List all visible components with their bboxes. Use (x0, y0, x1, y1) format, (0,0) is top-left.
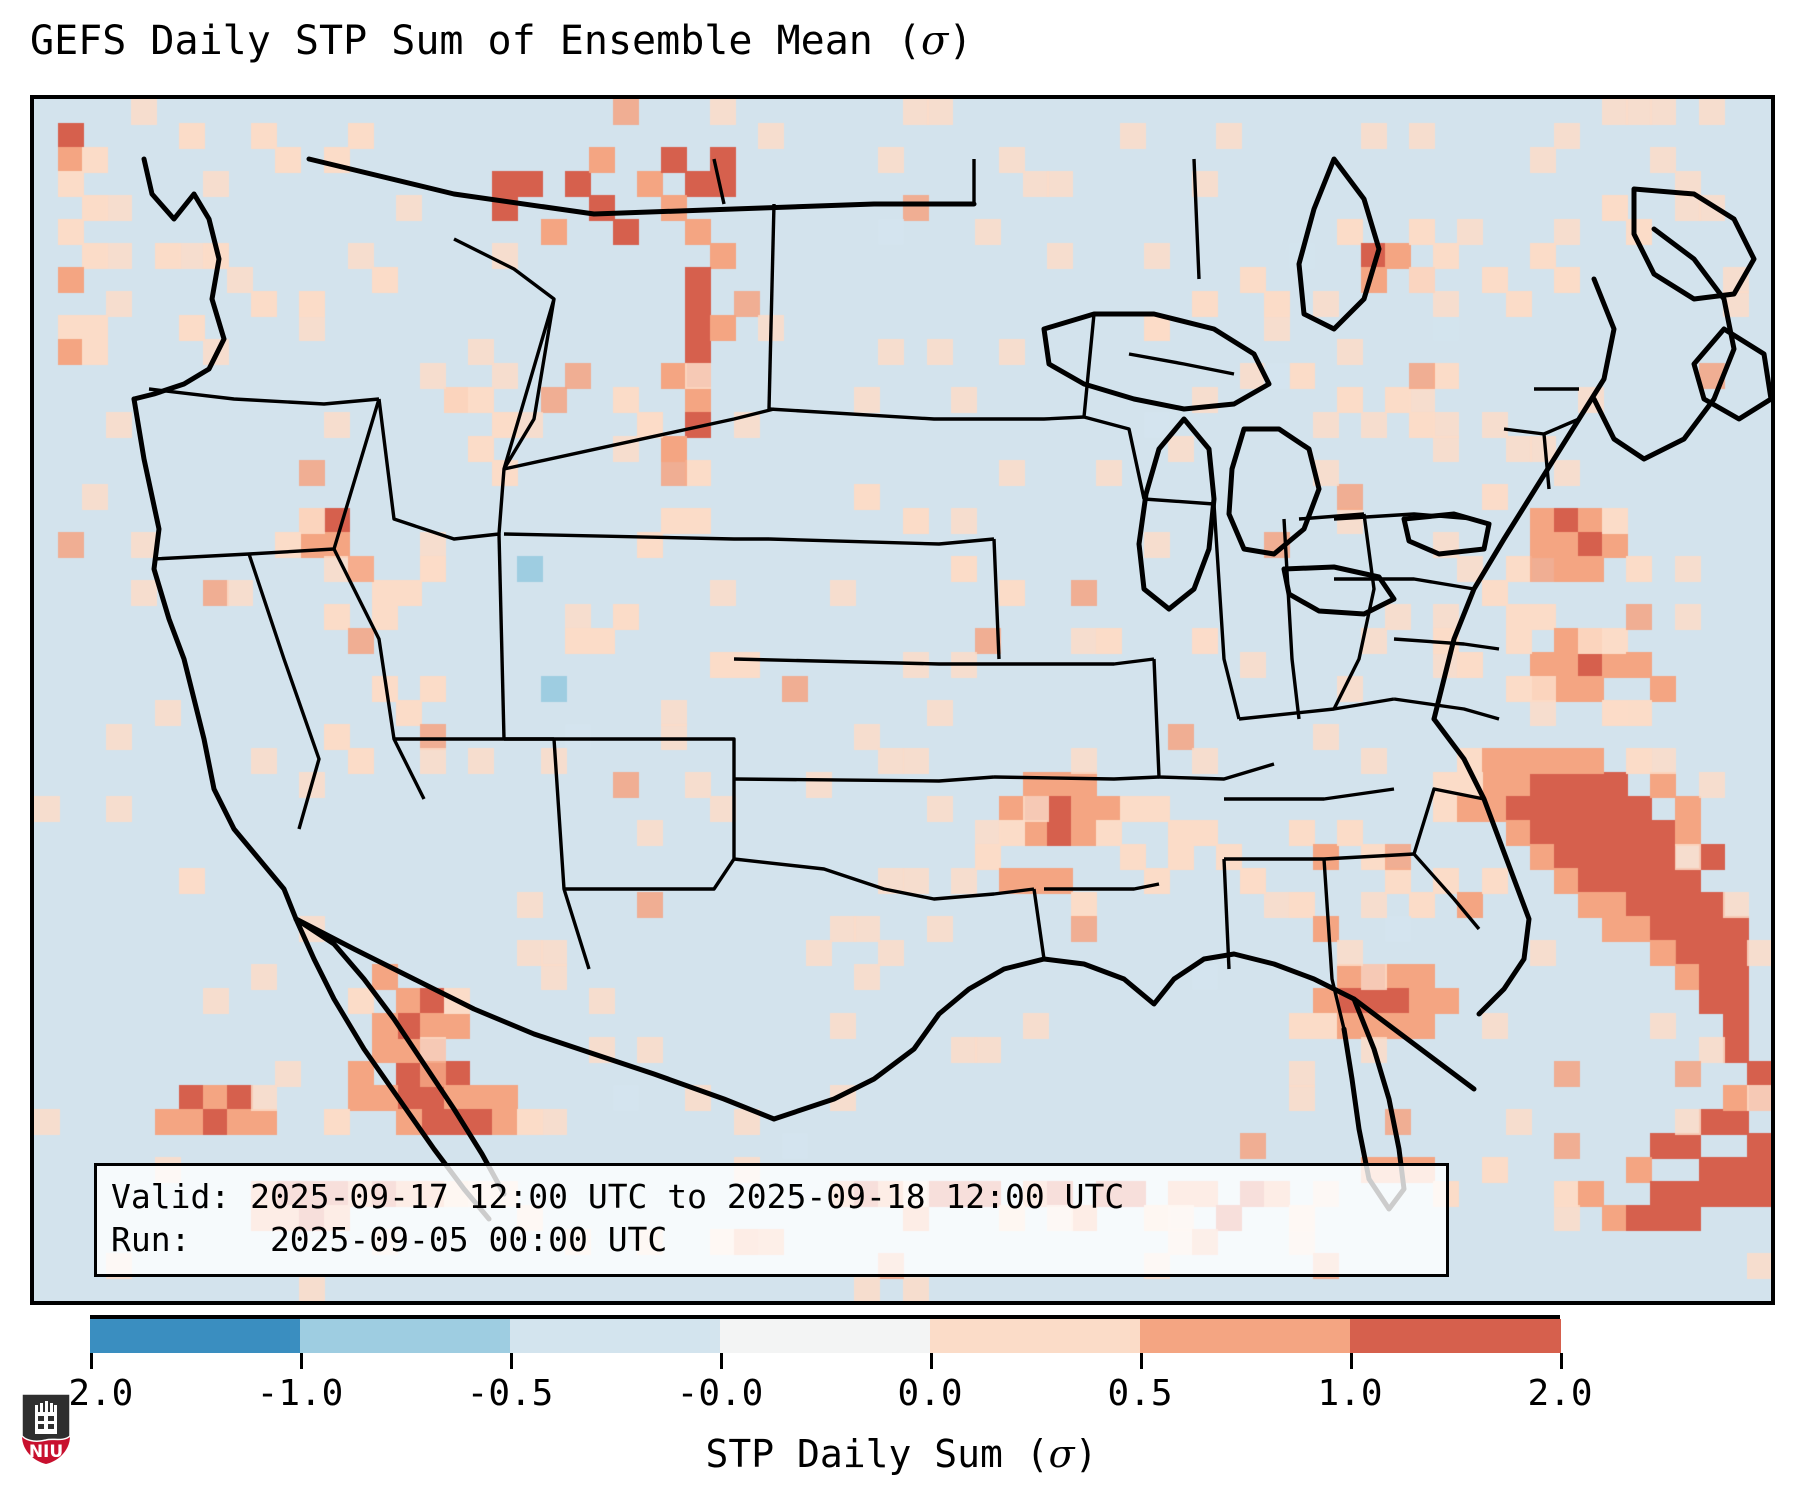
colorbar-band-2 (510, 1319, 721, 1353)
page-title-text-end: ) (948, 18, 973, 64)
state-border-mt-nd (767, 203, 776, 410)
great-lakes-michigan (1136, 416, 1217, 612)
state-border-mo-ar (993, 775, 1160, 781)
colorbar-tick-6 (1350, 1353, 1353, 1369)
state-border-va-md-pa (1334, 577, 1500, 651)
sigma-symbol-colorbar: σ (1048, 1432, 1075, 1476)
northeast-coast (1431, 276, 1617, 722)
state-border-il-mo-ky (1152, 658, 1275, 781)
state-border-mn-wi (1082, 313, 1146, 500)
state-border-in-oh (1282, 518, 1301, 720)
state-border-ne-ks (733, 657, 994, 666)
state-border-oh-wv-pa (1298, 512, 1376, 710)
colorbar-tick-label-6: 1.0 (1317, 1373, 1383, 1414)
state-border-ok-tx (733, 857, 1035, 901)
coastline-west (131, 396, 299, 922)
state-border-co-nm (504, 737, 736, 799)
colorbar-band-0 (90, 1319, 301, 1353)
state-border-tx-east (1032, 888, 1046, 960)
state-border-or-ca-nv (153, 398, 381, 561)
colorbar[interactable]: -2.0 -1.0 -0.5 -0.0 0.0 0.5 1.0 2.0 (0, 1315, 1803, 1414)
colorbar-tick-2 (510, 1353, 513, 1369)
niu-logo: NIU (21, 1393, 71, 1464)
atlantic-coast (1431, 716, 1532, 1017)
maine-coast (1591, 226, 1737, 462)
mexico-interior (293, 916, 777, 1122)
colorbar-title: STP Daily Sum (σ) (0, 1432, 1803, 1476)
forecast-info-box: Valid: 2025-09-17 12:00 UTC to 2025-09-1… (94, 1163, 1449, 1277)
niu-logo-text: NIU (29, 1442, 63, 1462)
colorbar-tick-label-7: 2.0 (1527, 1373, 1593, 1414)
state-border-wi-il (1143, 497, 1215, 506)
colorbar-tick-0 (90, 1353, 93, 1369)
sigma-symbol-title: σ (921, 18, 949, 64)
page-title: GEFS Daily STP Sum of Ensemble Mean (σ) (30, 18, 1790, 64)
state-border-ky-tn (1224, 697, 1395, 801)
nova-scotia (1691, 326, 1771, 422)
page-title-text: GEFS Daily STP Sum of Ensemble Mean ( (30, 18, 922, 64)
geography-overlay (131, 156, 1771, 1222)
state-border-il-in (1212, 503, 1241, 720)
great-lakes-superior (1041, 311, 1272, 412)
colorbar-bands[interactable] (90, 1315, 1561, 1353)
state-border-mi-up (1128, 352, 1235, 376)
stp-anomaly-heatmap (34, 99, 1771, 1301)
state-border-nm-tx (564, 799, 736, 891)
state-border-ar-la (1044, 882, 1160, 891)
state-border-wa-or (148, 387, 380, 406)
colorbar-tick-7 (1560, 1353, 1563, 1369)
map-plot-area[interactable]: Valid: 2025-09-17 12:00 UTC to 2025-09-1… (30, 95, 1775, 1305)
state-border-tn-ms-al-ga (1224, 852, 1415, 861)
colorbar-tick-4 (930, 1353, 933, 1369)
state-border-ne-ia (992, 538, 1001, 660)
colorbar-tick-1 (300, 1353, 303, 1369)
state-border-ms-al (1222, 858, 1231, 970)
state-border-nv-ut (332, 548, 426, 800)
state-border-co-wy (503, 532, 769, 541)
coastline-pacific-northwest (131, 156, 227, 402)
colorbar-band-1 (300, 1319, 511, 1353)
colorbar-tick-5 (1140, 1353, 1143, 1369)
colorbar-band-5 (1140, 1319, 1351, 1353)
colorbar-tick-label-1: -1.0 (256, 1373, 344, 1414)
colorbar-band-4 (930, 1319, 1141, 1353)
state-border-ga-sc-nc (1412, 787, 1485, 931)
hudson-bay-area (1296, 156, 1382, 332)
colorbar-band-3 (720, 1319, 931, 1353)
state-border-mn-ia (994, 415, 1085, 421)
state-border-nd-sd (768, 407, 994, 421)
state-border-new-england (1503, 387, 1580, 490)
valid-time-line: Valid: 2025-09-17 12:00 UTC to 2025-09-1… (111, 1177, 1125, 1217)
state-border-ks-ok (733, 775, 995, 783)
state-border-al-ga (1322, 858, 1346, 1030)
colorbar-tick-label-3: -0.0 (676, 1373, 764, 1414)
canada-maritimes (1631, 186, 1757, 302)
colorbar-tick-label-5: 0.5 (1107, 1373, 1173, 1414)
state-border-sd-ne (768, 537, 995, 546)
colorbar-title-text: STP Daily Sum ( (705, 1432, 1049, 1476)
state-border-canada-provinces (712, 158, 1201, 280)
gulf-coast (771, 951, 1477, 1122)
colorbar-tick-3 (720, 1353, 723, 1369)
run-time-line: Run: 2025-09-05 00:00 UTC (111, 1220, 668, 1260)
state-border-ut-co (497, 533, 506, 740)
state-border-ia-mo (994, 657, 1155, 666)
colorbar-title-text-end: ) (1074, 1432, 1098, 1476)
state-border-az-nm (552, 738, 591, 970)
state-border-wy-mt (502, 298, 775, 471)
state-border-nc-va (1393, 697, 1500, 721)
state-border-ny-pa (1333, 512, 1475, 521)
colorbar-tick-label-2: -0.5 (466, 1373, 554, 1414)
canada-border-north (306, 156, 977, 217)
state-border-ca-nv (247, 553, 321, 830)
colorbar-tick-label-4: 0.0 (897, 1373, 963, 1414)
colorbar-band-6 (1350, 1319, 1561, 1353)
great-lakes-huron-erie-ontario (1226, 426, 1492, 617)
